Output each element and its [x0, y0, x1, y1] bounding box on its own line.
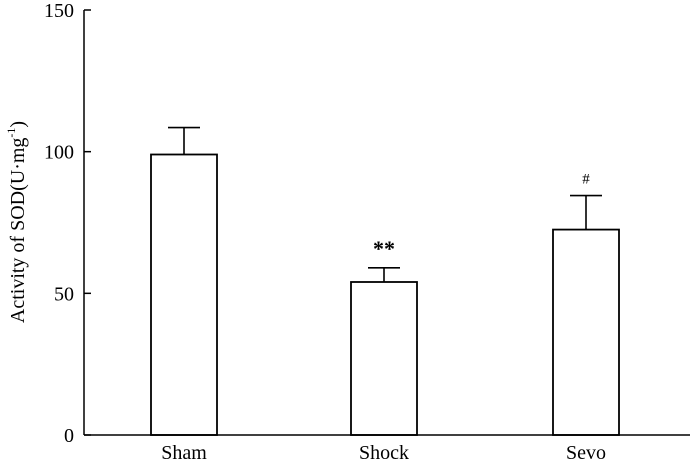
y-tick-label: 100	[44, 142, 74, 164]
y-tick-label: 0	[64, 425, 74, 447]
significance-label-sevo: #	[582, 172, 590, 188]
bar-shock	[350, 281, 418, 436]
x-axis: Sham Shock Sevo	[84, 434, 690, 460]
x-tick-label-sevo: Sevo	[566, 442, 606, 460]
y-axis: 0 50 100 150	[44, 0, 91, 447]
x-tick-label-sham: Sham	[161, 442, 207, 460]
y-tick-label: 50	[54, 283, 74, 305]
y-axis-title: Activity of SOD(U·mg-1)	[4, 121, 29, 323]
bar-sevo	[552, 228, 620, 436]
y-tick-label: 150	[44, 0, 74, 22]
y-axis-title-superscript: -1	[4, 128, 18, 138]
x-tick-label-shock: Shock	[359, 442, 409, 460]
bars-layer: ** #	[150, 126, 620, 436]
bar-sham	[150, 153, 218, 436]
y-axis-title-suffix: )	[7, 121, 29, 128]
significance-label-shock: **	[373, 236, 395, 261]
y-axis-title-main: Activity of SOD(U·mg	[7, 138, 29, 324]
